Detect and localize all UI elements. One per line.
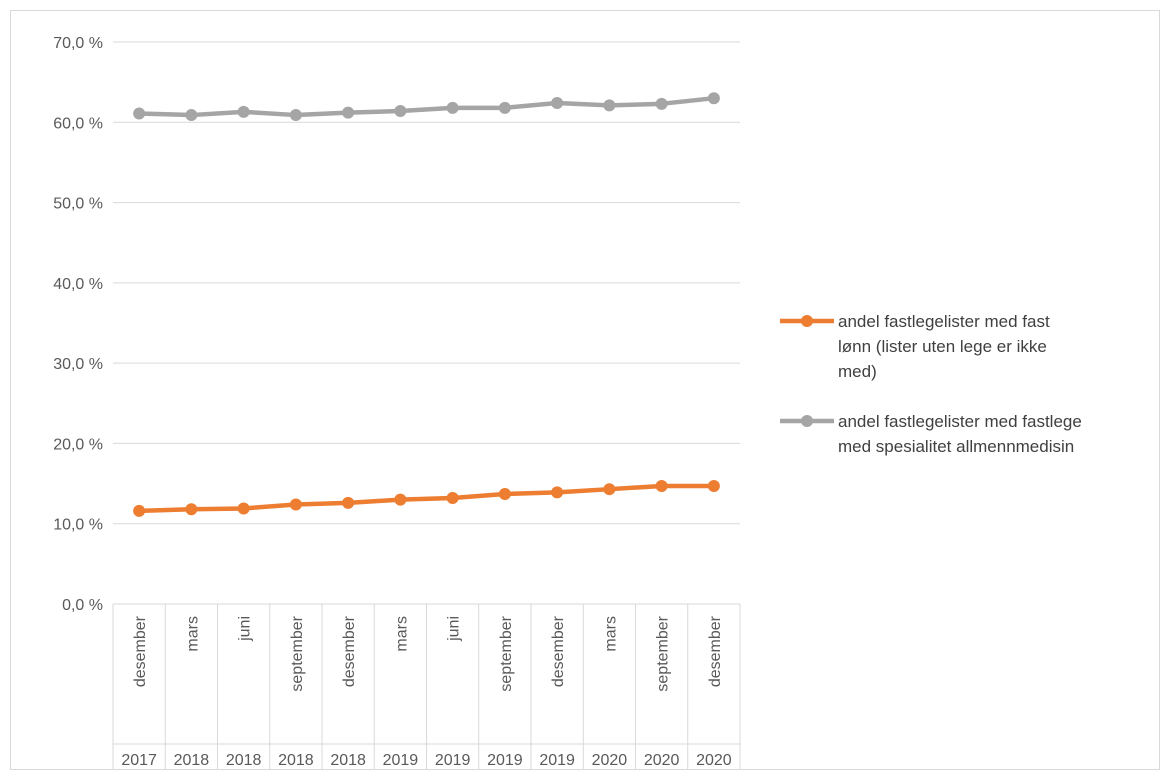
x-tick-label-year: 2018 xyxy=(226,752,262,769)
chart-frame xyxy=(10,10,1160,770)
x-tick-label-month: september xyxy=(498,615,515,691)
x-tick-label-month: desember xyxy=(707,615,724,687)
x-tick-label-month: desember xyxy=(550,615,567,687)
x-tick-label-year: 2020 xyxy=(644,752,680,769)
data-point-series-1 xyxy=(655,479,668,492)
data-point-series-1 xyxy=(498,488,511,501)
data-point-series-1 xyxy=(342,496,355,509)
legend-marker-1 xyxy=(801,315,813,327)
data-point-series-2 xyxy=(655,97,668,110)
y-tick-label: 70,0 % xyxy=(53,35,103,52)
legend-label-1: med) xyxy=(838,362,877,381)
y-tick-label: 30,0 % xyxy=(53,356,103,373)
y-tick-label: 60,0 % xyxy=(53,115,103,132)
x-tick-label-year: 2019 xyxy=(487,752,523,769)
x-tick-label-year: 2020 xyxy=(592,752,628,769)
x-tick-label-month: mars xyxy=(184,616,201,652)
x-tick-label-year: 2017 xyxy=(121,752,157,769)
data-point-series-1 xyxy=(707,479,720,492)
data-point-series-1 xyxy=(551,486,564,499)
x-tick-label-month: desember xyxy=(132,615,149,687)
x-tick-label-month: mars xyxy=(393,616,410,652)
data-point-series-2 xyxy=(237,105,250,118)
data-point-series-1 xyxy=(289,498,302,511)
y-tick-label: 20,0 % xyxy=(53,436,103,453)
x-tick-label-month: september xyxy=(289,615,306,691)
x-tick-label-year: 2019 xyxy=(539,752,575,769)
x-tick-label-month: juni xyxy=(237,616,254,642)
data-point-series-1 xyxy=(446,492,459,505)
x-tick-label-month: mars xyxy=(602,616,619,652)
x-tick-label-year: 2019 xyxy=(435,752,471,769)
x-tick-label-year: 2019 xyxy=(383,752,419,769)
data-point-series-2 xyxy=(603,99,616,112)
data-point-series-1 xyxy=(603,483,616,496)
x-tick-label-month: desember xyxy=(341,615,358,687)
legend-label-1: lønn (lister uten lege er ikke xyxy=(838,337,1047,356)
x-tick-label-year: 2020 xyxy=(696,752,732,769)
series-line-2 xyxy=(136,95,717,118)
data-point-series-2 xyxy=(289,109,302,122)
data-point-series-2 xyxy=(707,92,720,105)
series-line-1 xyxy=(136,483,717,514)
y-tick-label: 10,0 % xyxy=(53,517,103,534)
y-tick-label: 0,0 % xyxy=(62,597,103,614)
data-point-series-2 xyxy=(133,107,146,120)
data-point-series-2 xyxy=(394,105,407,118)
legend-label-2: andel fastlegelister med fastlege xyxy=(838,412,1082,431)
x-tick-label-year: 2018 xyxy=(278,752,314,769)
legend-marker-2 xyxy=(801,415,813,427)
data-point-series-2 xyxy=(342,106,355,119)
data-point-series-2 xyxy=(498,101,511,114)
legend-label-1: andel fastlegelister med fast xyxy=(838,312,1050,331)
data-point-series-2 xyxy=(185,109,198,122)
y-tick-label: 50,0 % xyxy=(53,196,103,213)
legend-label-2: med spesialitet allmennmedisin xyxy=(838,437,1074,456)
data-point-series-2 xyxy=(551,97,564,110)
data-point-series-1 xyxy=(394,493,407,506)
data-point-series-1 xyxy=(185,503,198,516)
x-tick-label-year: 2018 xyxy=(174,752,210,769)
y-tick-label: 40,0 % xyxy=(53,276,103,293)
data-point-series-1 xyxy=(133,504,146,517)
data-point-series-2 xyxy=(446,101,459,114)
x-tick-label-year: 2018 xyxy=(330,752,366,769)
data-point-series-1 xyxy=(237,502,250,515)
x-tick-label-month: juni xyxy=(446,616,463,642)
x-tick-label-month: september xyxy=(655,615,672,691)
